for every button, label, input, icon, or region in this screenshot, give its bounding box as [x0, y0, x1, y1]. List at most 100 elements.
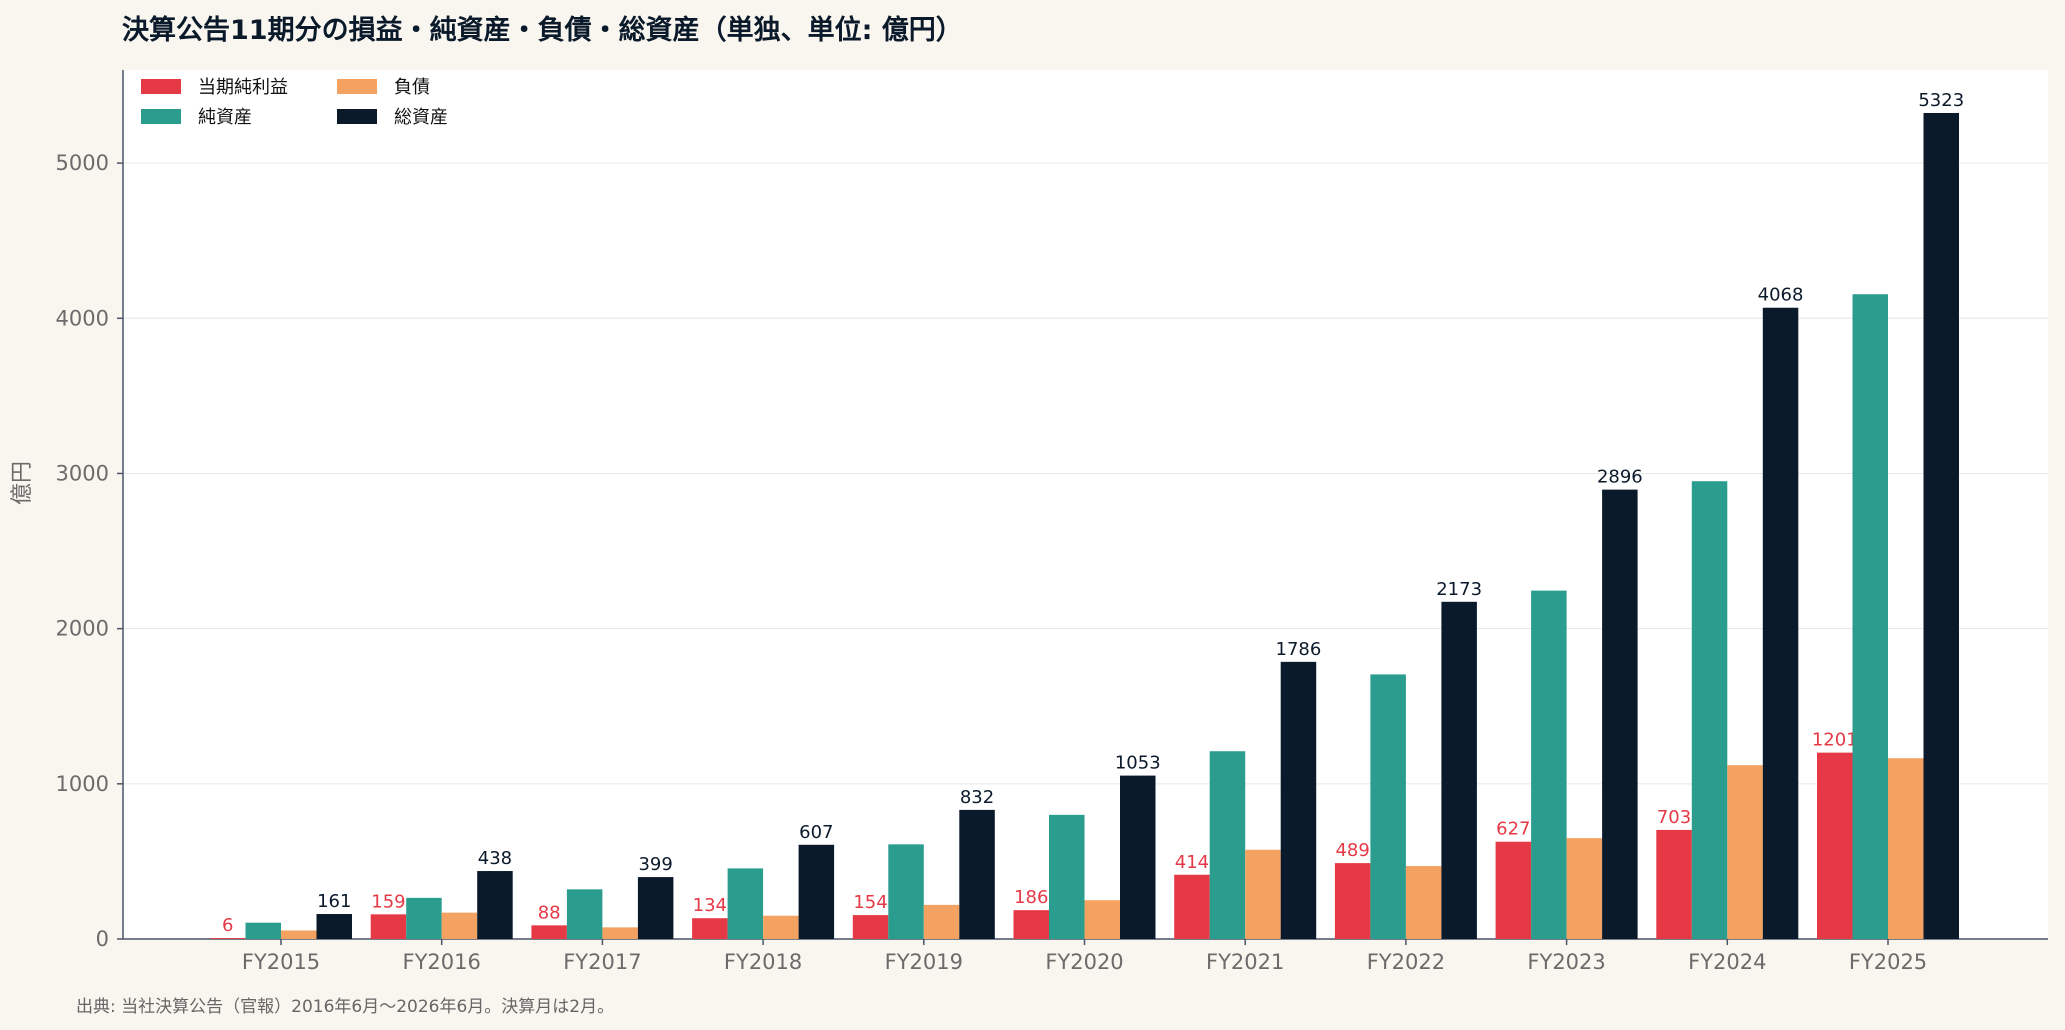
data-label-総資産-FY2022: 2173	[1436, 579, 1482, 600]
chart-title: 決算公告11期分の損益・純資産・負債・総資産（単独、単位: 億円）	[122, 15, 963, 46]
data-label-当期純利益-FY2020: 186	[1014, 887, 1048, 908]
legend-swatch	[337, 109, 377, 124]
bar-当期純利益-FY2023	[1495, 841, 1532, 939]
y-tick-label: 2000	[56, 617, 109, 641]
y-tick-label: 5000	[56, 151, 109, 175]
bar-総資産-FY2020	[1120, 775, 1156, 939]
bar-総資産-FY2025	[1923, 112, 1959, 939]
legend-label: 負債	[394, 77, 430, 98]
x-tick-label: FY2015	[242, 950, 320, 974]
bar-当期純利益-FY2019	[852, 915, 889, 939]
x-tick-label: FY2024	[1688, 950, 1766, 974]
category-group-FY2021: 414 1786	[1174, 639, 1321, 939]
y-tick-label: 1000	[56, 772, 109, 796]
source-note: 出典: 当社決算公告（官報）2016年6月〜2026年6月。決算月は2月。	[76, 997, 615, 1017]
data-label-当期純利益-FY2024: 703	[1657, 807, 1691, 828]
legend-item-負債: 負債	[337, 77, 430, 98]
y-tick-label: 0	[96, 927, 109, 951]
bar-当期純利益-FY2024	[1656, 829, 1692, 939]
bar-負債-FY2022	[1405, 866, 1442, 939]
bar-負債-FY2015	[281, 930, 317, 939]
legend-item-純資産: 純資産	[141, 107, 252, 128]
data-label-総資産-FY2018: 607	[799, 822, 833, 843]
bar-総資産-FY2019	[959, 809, 995, 939]
bar-負債-FY2021	[1245, 849, 1281, 939]
legend-label: 総資産	[394, 107, 448, 128]
y-tick-label: 4000	[56, 306, 109, 330]
bar-当期純利益-FY2015	[210, 938, 246, 939]
x-tick-label: FY2017	[563, 950, 641, 974]
bar-当期純利益-FY2018	[692, 918, 728, 939]
legend-swatch	[337, 79, 377, 94]
legend-swatch	[141, 109, 181, 124]
data-label-当期純利益-FY2016: 159	[371, 891, 405, 912]
x-tick-label: FY2023	[1527, 950, 1605, 974]
bar-純資産-FY2020	[1049, 814, 1085, 939]
x-tick-label: FY2016	[403, 950, 481, 974]
bar-純資産-FY2016	[406, 897, 442, 939]
category-group-FY2023: 627 2896	[1495, 467, 1643, 939]
category-group-FY2025: 1201 5323	[1812, 90, 1964, 939]
data-label-総資産-FY2025: 5323	[1918, 90, 1964, 111]
data-label-当期純利益-FY2023: 627	[1496, 819, 1530, 840]
data-label-総資産-FY2016: 438	[478, 848, 512, 869]
data-label-総資産-FY2020: 1053	[1115, 753, 1161, 774]
bar-負債-FY2017	[602, 927, 638, 939]
category-group-FY2015: 6 161	[210, 891, 352, 939]
category-group-FY2024: 703 4068	[1656, 285, 1803, 939]
bar-当期純利益-FY2025	[1817, 752, 1853, 939]
bar-当期純利益-FY2020	[1013, 910, 1049, 939]
bar-当期純利益-FY2021	[1174, 874, 1210, 939]
data-label-総資産-FY2024: 4068	[1758, 285, 1804, 306]
legend-swatch	[141, 79, 181, 94]
data-label-当期純利益-FY2022: 489	[1335, 840, 1369, 861]
bar-総資産-FY2024	[1762, 307, 1799, 939]
category-group-FY2017: 88 399	[531, 854, 674, 939]
data-label-当期純利益-FY2021: 414	[1175, 852, 1209, 873]
data-label-当期純利益-FY2025: 1201	[1812, 730, 1858, 751]
bar-総資産-FY2016	[477, 871, 513, 939]
bar-負債-FY2019	[923, 904, 960, 939]
bar-負債-FY2016	[441, 912, 478, 939]
bar-純資産-FY2024	[1691, 481, 1728, 939]
bar-負債-FY2018	[763, 915, 799, 939]
bar-純資産-FY2015	[245, 922, 281, 939]
bar-純資産-FY2021	[1209, 751, 1246, 939]
legend-item-当期純利益: 当期純利益	[141, 77, 288, 98]
bar-総資産-FY2023	[1602, 489, 1638, 939]
bar-純資産-FY2018	[727, 868, 764, 939]
category-group-FY2016: 159 438	[370, 848, 513, 939]
legend-item-総資産: 総資産	[337, 107, 448, 128]
x-tick-label: FY2020	[1045, 950, 1123, 974]
bar-負債-FY2024	[1727, 765, 1763, 939]
x-tick-label: FY2018	[724, 950, 802, 974]
bar-負債-FY2025	[1888, 758, 1924, 939]
bar-総資産-FY2018	[798, 844, 835, 939]
x-tick-label: FY2025	[1849, 950, 1927, 974]
y-tick-label: 3000	[56, 461, 109, 485]
bar-純資産-FY2022	[1370, 674, 1406, 939]
bar-負債-FY2020	[1084, 900, 1120, 939]
bar-当期純利益-FY2022	[1334, 863, 1371, 939]
bar-純資産-FY2023	[1531, 590, 1567, 939]
bar-総資産-FY2017	[637, 877, 674, 939]
x-tick-label: FY2021	[1206, 950, 1284, 974]
bar-総資産-FY2022	[1441, 601, 1477, 939]
data-label-当期純利益-FY2019: 154	[853, 892, 887, 913]
legend-label: 純資産	[198, 107, 252, 128]
bar-当期純利益-FY2017	[531, 925, 567, 939]
data-label-当期純利益-FY2018: 134	[693, 895, 727, 916]
x-tick-label: FY2019	[885, 950, 963, 974]
data-label-当期純利益-FY2015: 6	[222, 915, 233, 936]
bar-総資産-FY2021	[1280, 661, 1317, 939]
data-label-総資産-FY2021: 1786	[1276, 639, 1322, 660]
data-label-総資産-FY2015: 161	[317, 891, 351, 912]
bar-総資産-FY2015	[316, 914, 352, 939]
data-label-総資産-FY2023: 2896	[1597, 467, 1643, 488]
data-label-総資産-FY2019: 832	[960, 787, 994, 808]
bar-負債-FY2023	[1566, 838, 1603, 939]
category-group-FY2022: 489 2173	[1334, 579, 1482, 939]
category-group-FY2019: 154 832	[852, 787, 995, 939]
